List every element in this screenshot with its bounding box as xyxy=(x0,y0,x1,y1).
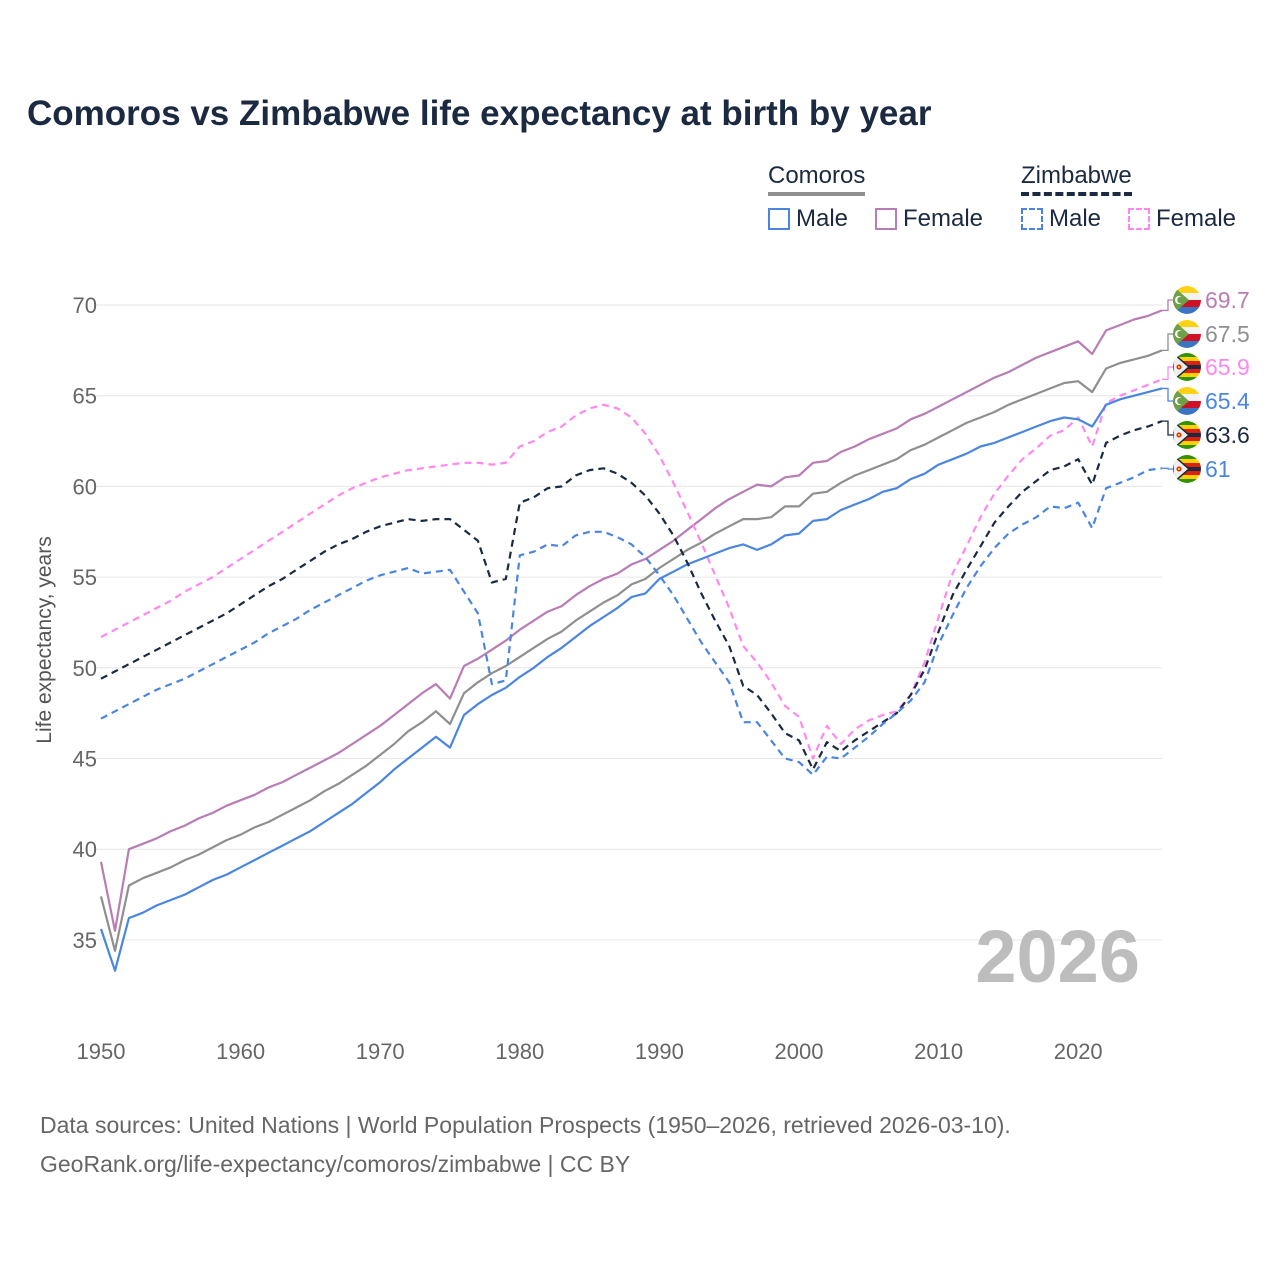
zimbabwe-flag-icon xyxy=(1173,455,1201,483)
y-tick-label: 65 xyxy=(73,384,97,409)
zimbabwe-flag-icon xyxy=(1173,353,1201,381)
source-link[interactable]: GeoRank.org/life-expectancy/comoros/zimb… xyxy=(40,1151,631,1177)
footer: Data sources: United Nations | World Pop… xyxy=(40,1106,1011,1184)
series-line-comoros-male xyxy=(99,387,1163,972)
end-value-label: 65.4 xyxy=(1205,388,1250,414)
x-tick-label: 2010 xyxy=(914,1039,963,1064)
end-label-connector xyxy=(1162,366,1174,381)
x-tick-label: 2020 xyxy=(1054,1039,1103,1064)
legend-swatch xyxy=(768,208,790,230)
y-tick-label: 35 xyxy=(73,928,97,953)
x-tick-label: 2000 xyxy=(775,1039,824,1064)
zimbabwe-flag-icon xyxy=(1173,421,1201,449)
legend-comoros-heading: Comoros xyxy=(768,162,866,196)
x-tick-label: 1960 xyxy=(216,1039,265,1064)
comoros-flag-icon xyxy=(1173,387,1201,415)
legend-swatch xyxy=(1128,208,1150,230)
end-value-label: 67.5 xyxy=(1205,321,1250,347)
series-line-comoros xyxy=(99,349,1163,952)
series-line-zimbabwe-male xyxy=(100,467,1163,776)
series-line-zimbabwe xyxy=(100,420,1163,771)
series-line-zimbabwe-female xyxy=(100,378,1163,760)
legend-label: Male xyxy=(1049,205,1102,232)
end-label-connector xyxy=(1162,333,1174,352)
y-tick-label: 55 xyxy=(73,565,97,590)
x-tick-label: 1950 xyxy=(77,1039,126,1064)
legend-swatch xyxy=(1021,208,1043,230)
y-tick-label: 50 xyxy=(73,656,97,681)
end-label-connector xyxy=(1162,420,1174,436)
end-value-label: 65.9 xyxy=(1205,354,1250,380)
y-axis-label: Life expectancy, years xyxy=(33,536,56,743)
end-value-label: 61 xyxy=(1205,456,1231,482)
legend-zimbabwe-male[interactable]: Male xyxy=(1021,205,1101,233)
comoros-flag-icon xyxy=(1173,286,1201,314)
x-tick-label: 1970 xyxy=(356,1039,405,1064)
comoros-flag-icon xyxy=(1173,320,1201,348)
legend-comoros-female[interactable]: Female xyxy=(875,205,983,233)
year-watermark: 2026 xyxy=(975,915,1140,998)
legend-swatch xyxy=(875,208,897,230)
legend-zimbabwe-female[interactable]: Female xyxy=(1128,205,1236,233)
y-tick-label: 70 xyxy=(73,293,97,318)
end-label-connector xyxy=(1162,299,1174,312)
series-line-comoros-female xyxy=(99,309,1163,932)
x-tick-label: 1980 xyxy=(495,1039,544,1064)
legend-label: Female xyxy=(903,205,984,232)
legend-zimbabwe-heading: Zimbabwe xyxy=(1021,162,1132,196)
legend-label: Female xyxy=(1156,205,1237,232)
end-label-connector xyxy=(1162,467,1174,470)
y-tick-label: 60 xyxy=(73,474,97,499)
legend-label: Male xyxy=(796,205,849,232)
end-value-label: 69.7 xyxy=(1205,287,1250,313)
y-tick-label: 40 xyxy=(73,837,97,862)
chart-title: Comoros vs Zimbabwe life expectancy at b… xyxy=(27,94,932,133)
data-sources: Data sources: United Nations | World Pop… xyxy=(40,1112,1011,1138)
end-label-connector xyxy=(1162,387,1174,402)
x-tick-label: 1990 xyxy=(635,1039,684,1064)
legend-comoros-male[interactable]: Male xyxy=(768,205,848,233)
y-tick-label: 45 xyxy=(73,747,97,772)
end-value-label: 63.6 xyxy=(1205,422,1250,448)
